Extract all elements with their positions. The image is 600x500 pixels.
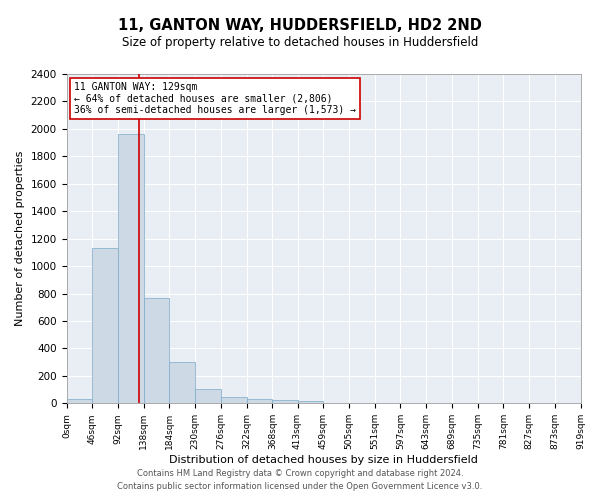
Bar bbox=[221, 397, 247, 404]
Text: 11 GANTON WAY: 129sqm
← 64% of detached houses are smaller (2,806)
36% of semi-d: 11 GANTON WAY: 129sqm ← 64% of detached … bbox=[74, 82, 356, 116]
Y-axis label: Number of detached properties: Number of detached properties bbox=[15, 151, 25, 326]
Bar bbox=[195, 389, 221, 404]
Bar bbox=[169, 362, 195, 404]
Text: 11, GANTON WAY, HUDDERSFIELD, HD2 2ND: 11, GANTON WAY, HUDDERSFIELD, HD2 2ND bbox=[118, 18, 482, 32]
Bar bbox=[144, 298, 169, 404]
Bar bbox=[118, 134, 144, 404]
Bar bbox=[247, 398, 272, 404]
X-axis label: Distribution of detached houses by size in Huddersfield: Distribution of detached houses by size … bbox=[169, 455, 478, 465]
Bar bbox=[272, 400, 298, 404]
Bar bbox=[67, 398, 92, 404]
Text: Size of property relative to detached houses in Huddersfield: Size of property relative to detached ho… bbox=[122, 36, 478, 49]
Bar bbox=[298, 400, 323, 404]
Text: Contains HM Land Registry data © Crown copyright and database right 2024.
Contai: Contains HM Land Registry data © Crown c… bbox=[118, 470, 482, 491]
Bar bbox=[92, 248, 118, 404]
